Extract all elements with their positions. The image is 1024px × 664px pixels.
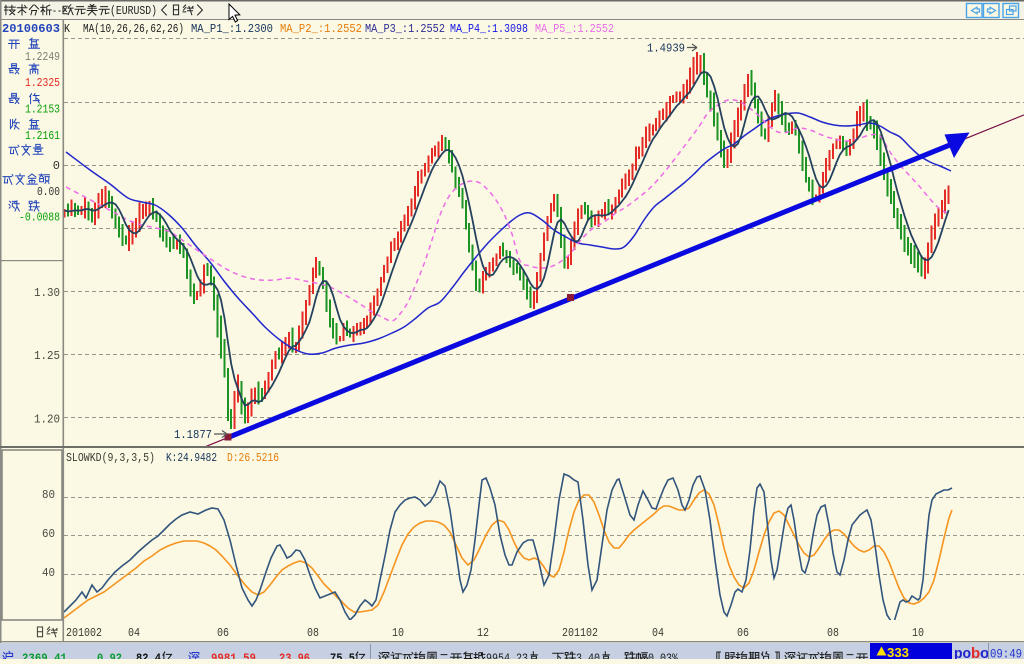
svg-text:1.4939: 1.4939: [647, 42, 685, 56]
svg-text:82.4: 82.4: [136, 652, 161, 659]
svg-text:0.03%: 0.03%: [648, 652, 679, 659]
svg-text:06: 06: [737, 626, 749, 640]
svg-text:SLOWKD(9,3,3,5): SLOWKD(9,3,3,5): [66, 451, 155, 465]
svg-text:K: K: [64, 22, 71, 36]
svg-text:MA_P5_:1.2552: MA_P5_:1.2552: [535, 22, 614, 36]
svg-text:1.2249: 1.2249: [25, 50, 60, 64]
svg-text:(EURUSD): (EURUSD): [110, 4, 157, 18]
svg-text:--: --: [52, 4, 62, 18]
svg-text:09:49: 09:49: [990, 646, 1022, 659]
svg-text:o: o: [980, 645, 989, 659]
svg-text:201102: 201102: [562, 626, 598, 640]
svg-text:08: 08: [827, 626, 839, 640]
svg-text:0.00: 0.00: [37, 185, 60, 199]
svg-text:10: 10: [912, 626, 924, 640]
svg-text:1.25: 1.25: [34, 349, 60, 363]
svg-text:po: po: [954, 645, 971, 659]
svg-text:K:24.9482: K:24.9482: [166, 451, 217, 465]
svg-text:04: 04: [652, 626, 664, 640]
svg-text:1.30: 1.30: [34, 286, 60, 300]
svg-text:b: b: [971, 645, 980, 659]
svg-text:3.40: 3.40: [576, 652, 600, 659]
svg-text:75.5: 75.5: [330, 652, 355, 659]
svg-text:-0.0088: -0.0088: [19, 211, 60, 225]
svg-text:08: 08: [307, 626, 319, 640]
svg-text:MA_P3_:1.2552: MA_P3_:1.2552: [365, 22, 445, 36]
svg-text:9981.59: 9981.59: [211, 652, 256, 659]
svg-text:D:26.5216: D:26.5216: [227, 451, 279, 465]
svg-text:04: 04: [128, 626, 140, 640]
svg-text:2369.41: 2369.41: [22, 652, 67, 659]
svg-text:0: 0: [53, 159, 60, 173]
svg-text:20100603: 20100603: [2, 22, 60, 36]
svg-text:MA_P4_:1.3098: MA_P4_:1.3098: [450, 22, 528, 36]
svg-text:12: 12: [477, 626, 489, 640]
svg-text:06: 06: [217, 626, 229, 640]
svg-text:60: 60: [42, 527, 55, 541]
svg-text:1.20: 1.20: [34, 412, 60, 426]
svg-text:1.2161: 1.2161: [25, 129, 60, 143]
svg-text:40: 40: [42, 566, 55, 580]
svg-text:MA(10,26,26,62,26): MA(10,26,26,62,26): [83, 22, 184, 36]
svg-text:9954.23: 9954.23: [486, 652, 528, 659]
svg-text:MA_P1_:1.2300: MA_P1_:1.2300: [191, 22, 273, 36]
svg-text:0.92: 0.92: [97, 652, 122, 659]
svg-text:23.96: 23.96: [279, 652, 310, 659]
svg-text:1.1877: 1.1877: [174, 428, 212, 442]
svg-text:80: 80: [42, 488, 55, 502]
svg-text:MA_P2_:1.2552: MA_P2_:1.2552: [280, 22, 362, 36]
svg-text:1.2153: 1.2153: [25, 103, 60, 117]
svg-text:201002: 201002: [66, 626, 102, 640]
svg-text:1.2325: 1.2325: [25, 76, 60, 90]
svg-text:333: 333: [887, 645, 909, 659]
svg-text:10: 10: [392, 626, 404, 640]
